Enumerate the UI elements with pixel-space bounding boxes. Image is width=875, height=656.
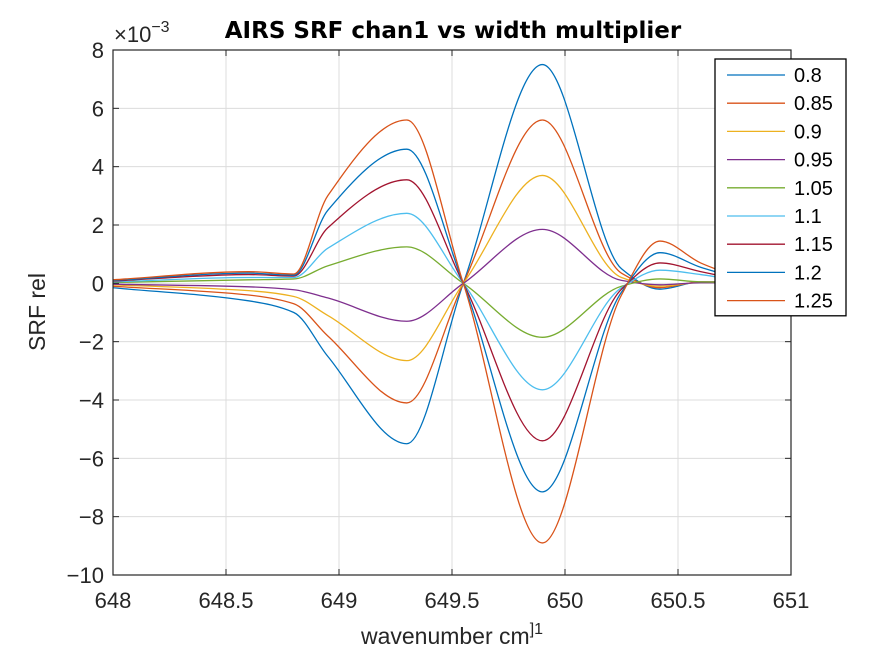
legend-label-1.05: 1.05 <box>794 178 833 200</box>
chart-title: AIRS SRF chan1 vs width multiplier <box>225 18 682 44</box>
x-tick-label-2: 649 <box>321 588 358 613</box>
y-exponent-base: ×10 <box>114 22 151 47</box>
legend-label-1.15: 1.15 <box>794 234 833 256</box>
x-tick-labels: 648 648.5 649 649.5 650 650.5 651 <box>95 588 810 613</box>
y-exponent-power: −3 <box>151 19 169 36</box>
x-tick-label-3: 649.5 <box>424 588 479 613</box>
y-tick-label-9: −10 <box>67 563 104 588</box>
y-tick-label-7: −6 <box>79 446 104 471</box>
legend-label-0.9: 0.9 <box>794 121 822 143</box>
series-line-1.25 <box>112 119 747 544</box>
x-axis-label-main: wavenumber cm <box>360 623 530 649</box>
legend-label-1.1: 1.1 <box>794 206 822 228</box>
y-tick-label-8: −8 <box>79 505 104 530</box>
legend-label-1.2: 1.2 <box>794 262 822 284</box>
x-tick-label-0: 648 <box>95 588 132 613</box>
x-axis-label-superscript: ]1 <box>530 621 543 638</box>
legend-label-1.25: 1.25 <box>794 291 833 313</box>
y-tick-labels: 8 6 4 2 0 −2 −4 −6 −8 −10 <box>67 38 104 588</box>
legend-label-0.95: 0.95 <box>794 150 833 172</box>
series-lines <box>112 63 747 544</box>
x-tick-label-4: 650 <box>547 588 584 613</box>
y-tick-label-0: 8 <box>92 38 104 63</box>
x-tick-label-1: 648.5 <box>198 588 253 613</box>
grid <box>113 50 791 575</box>
y-tick-label-5: −2 <box>79 330 104 355</box>
x-axis-label: wavenumber cm]1 <box>360 621 543 649</box>
y-tick-label-2: 4 <box>92 155 104 180</box>
y-tick-label-1: 6 <box>92 96 104 121</box>
x-tick-label-5: 650.5 <box>650 588 705 613</box>
y-exponent: ×10−3 <box>114 19 170 47</box>
y-tick-label-3: 2 <box>92 213 104 238</box>
y-axis-label: SRF rel <box>24 273 50 351</box>
y-tick-label-6: −4 <box>79 388 104 413</box>
legend: 0.8 0.85 0.9 0.95 1.05 1.1 1.15 1.2 1.25 <box>714 58 847 317</box>
x-tick-label-6: 651 <box>773 588 810 613</box>
legend-label-0.8: 0.8 <box>794 65 822 87</box>
legend-label-0.85: 0.85 <box>794 93 833 115</box>
y-tick-label-4: 0 <box>92 271 104 296</box>
